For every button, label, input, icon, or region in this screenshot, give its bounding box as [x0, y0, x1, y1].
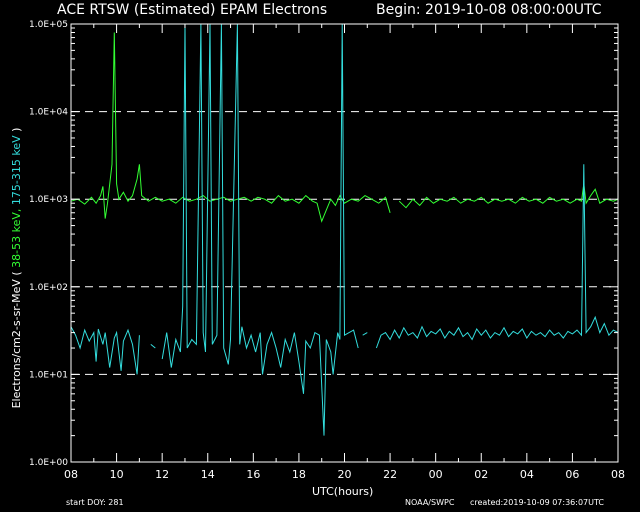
- y-axis-label-part-3: 175-315 keV: [10, 132, 23, 205]
- series-1-line: [398, 183, 619, 209]
- y-axis-label-part-2: 38-53 keV,: [10, 205, 23, 271]
- y-tick-label: 1.0E+03: [29, 195, 68, 205]
- series-2-line: [150, 344, 156, 349]
- source-label: NOAA/SWPC: [405, 498, 455, 507]
- series-2-line: [375, 164, 619, 349]
- x-tick-label: 12: [155, 468, 169, 481]
- gridlines: [71, 111, 618, 375]
- plot-frame: [70, 23, 619, 463]
- x-tick-label: 22: [383, 468, 397, 481]
- y-tick-label: 1.0E+02: [29, 283, 68, 293]
- y-axis-label-part-1: Electrons/cm2-s-sr-MeV (: [10, 271, 23, 408]
- x-tick-label: 14: [201, 468, 215, 481]
- x-tick-label: 04: [520, 468, 534, 481]
- x-tick-label: 02: [474, 468, 488, 481]
- begin-time-label: Begin: 2019-10-08 08:00:00UTC: [376, 2, 602, 18]
- x-tick-label: 18: [292, 468, 306, 481]
- start-doy-label: start DOY: 281: [66, 498, 124, 507]
- axis-ticks: [70, 23, 619, 463]
- x-tick-labels: 08 10 12 14 16 18 20 22 00 02 04 06 08: [64, 468, 625, 481]
- x-tick-label: 06: [565, 468, 579, 481]
- created-timestamp: created:2019-10-09 07:36:07UTC: [470, 498, 604, 507]
- y-tick-label: 1.0E+05: [29, 20, 68, 30]
- y-tick-label: 1.0E+04: [29, 108, 68, 118]
- x-tick-label: 00: [429, 468, 443, 481]
- y-tick-label: 1.0E+00: [29, 458, 68, 468]
- series-2-line: [362, 332, 368, 336]
- series-2-line: [161, 23, 359, 436]
- chart-title: ACE RTSW (Estimated) EPAM Electrons: [57, 2, 328, 18]
- x-tick-label: 16: [246, 468, 260, 481]
- series-1-line: [70, 32, 391, 223]
- data-series: [70, 23, 619, 436]
- x-tick-label: 08: [611, 468, 625, 481]
- y-tick-label: 1.0E+01: [29, 370, 68, 380]
- y-axis-label-part-4: ): [10, 128, 23, 132]
- x-tick-label: 20: [338, 468, 352, 481]
- x-axis-label: UTC(hours): [312, 485, 374, 498]
- y-axis-label: Electrons/cm2-s-sr-MeV ( 38-53 keV, 175-…: [10, 128, 23, 409]
- x-tick-label: 08: [64, 468, 78, 481]
- series-2-line: [70, 326, 140, 375]
- y-tick-labels: 1.0E+00 1.0E+01 1.0E+02 1.0E+03 1.0E+04 1.0E+…: [29, 20, 68, 468]
- x-tick-label: 10: [110, 468, 124, 481]
